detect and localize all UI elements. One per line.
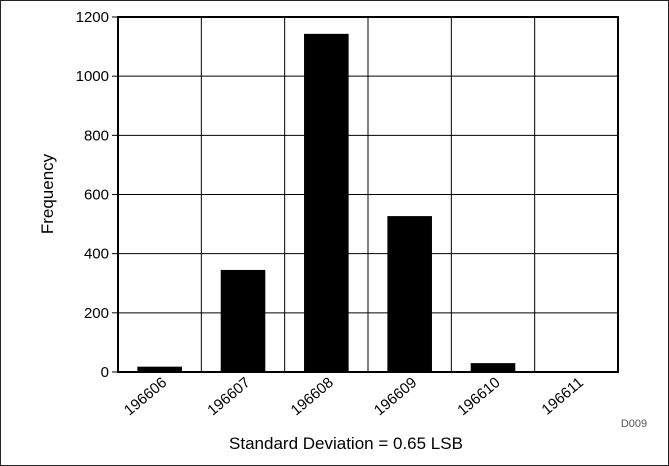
bars bbox=[137, 33, 599, 373]
x-tick-label: 196606 bbox=[121, 374, 170, 419]
x-tick-label: 196607 bbox=[204, 374, 253, 419]
x-tick-label: 196610 bbox=[454, 374, 503, 419]
y-tick-label: 600 bbox=[84, 187, 109, 204]
y-tick-label: 400 bbox=[84, 246, 109, 263]
x-tick-label: 196608 bbox=[288, 374, 337, 419]
y-axis-title: Frequency bbox=[38, 153, 57, 234]
x-tick-labels: 196606 196607 196608 196609 196610 196611 bbox=[121, 374, 587, 419]
figure-id-note: D009 bbox=[621, 418, 647, 430]
bar-196608 bbox=[304, 33, 349, 373]
x-tick-label: 196609 bbox=[371, 374, 420, 419]
y-tick-label: 0 bbox=[101, 364, 109, 381]
bar-196607 bbox=[220, 269, 266, 372]
x-axis-title: Standard Deviation = 0.65 LSB bbox=[229, 434, 463, 453]
bar-196606 bbox=[137, 366, 182, 372]
y-tick-label: 200 bbox=[84, 305, 109, 322]
y-tick-label: 1000 bbox=[76, 68, 109, 85]
y-tick-label: 800 bbox=[84, 127, 109, 144]
grid-lines bbox=[118, 17, 618, 372]
bar-196609 bbox=[387, 216, 432, 372]
bar-196610 bbox=[470, 363, 516, 372]
y-tick-label: 1200 bbox=[76, 9, 109, 26]
x-tick-label: 196611 bbox=[538, 374, 586, 418]
y-tick-labels: 0 200 400 600 800 1000 1200 bbox=[76, 9, 118, 381]
